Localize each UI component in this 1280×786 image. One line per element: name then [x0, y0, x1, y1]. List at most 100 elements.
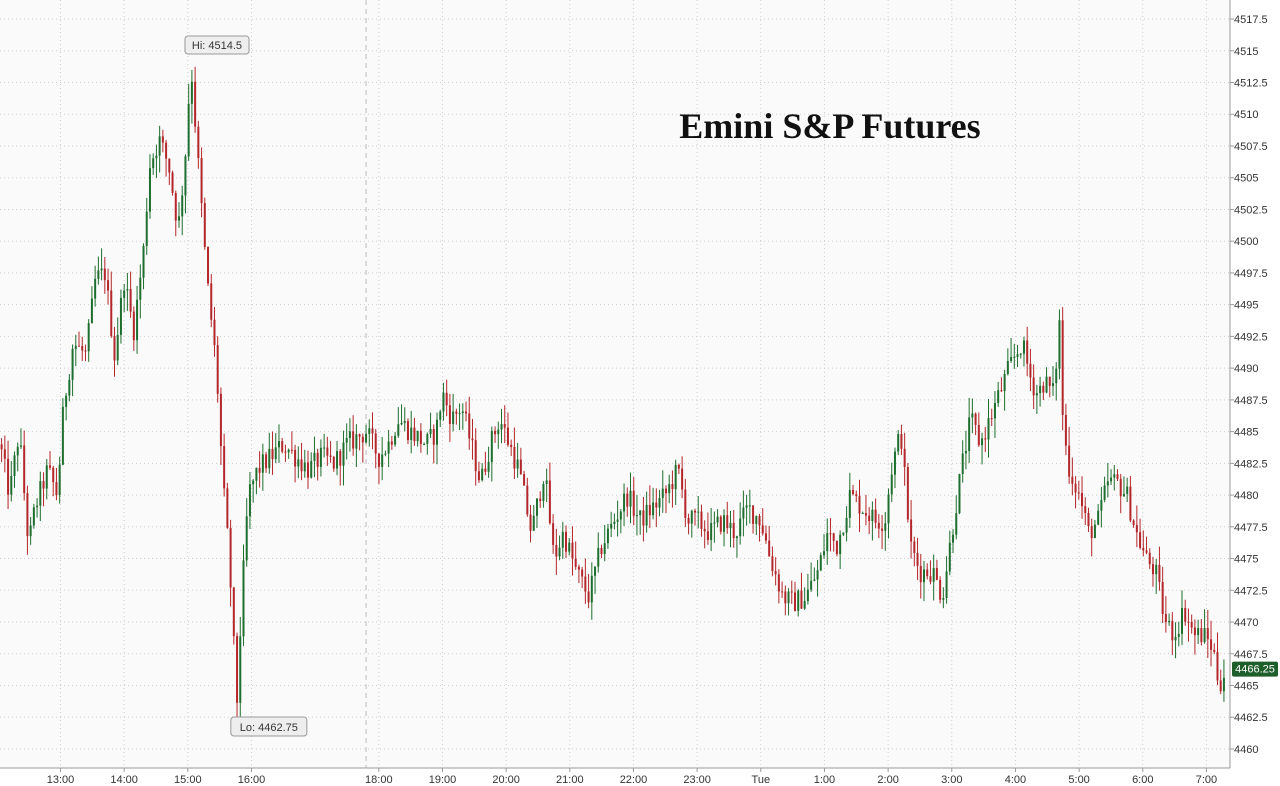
candle-body	[174, 193, 177, 221]
candle-body	[922, 569, 925, 583]
candle-body	[555, 544, 558, 557]
candle-body	[342, 442, 345, 466]
candle-body	[610, 523, 613, 529]
candle-body	[835, 540, 838, 555]
candle-body	[1081, 492, 1084, 507]
candle-body	[1151, 564, 1154, 575]
candle-body	[374, 433, 377, 454]
candle-body	[26, 493, 29, 537]
y-tick-label: 4482.5	[1234, 458, 1268, 470]
candle-body	[332, 456, 335, 469]
candle-body	[1200, 628, 1203, 643]
candle-body	[958, 474, 961, 514]
candle-body	[116, 334, 119, 361]
candle-body	[629, 490, 632, 507]
y-tick-label: 4492.5	[1234, 331, 1268, 343]
candle-body	[694, 510, 697, 513]
candle-body	[993, 402, 996, 419]
candle-body	[161, 136, 164, 143]
candle-body	[571, 542, 574, 559]
candle-body	[1022, 340, 1025, 354]
y-tick-label: 4485	[1234, 427, 1258, 439]
candle-body	[497, 429, 500, 435]
candle-body	[848, 490, 851, 518]
x-tick-label: 5:00	[1068, 774, 1089, 786]
y-tick-label: 4500	[1234, 236, 1258, 248]
y-tick-label: 4487.5	[1234, 395, 1268, 407]
candle-body	[926, 569, 929, 577]
candle-body	[207, 246, 210, 284]
y-tick-label: 4512.5	[1234, 78, 1268, 90]
candle-body	[619, 511, 622, 520]
candle-body	[952, 534, 955, 543]
candle-body	[1142, 547, 1145, 551]
high-callout-box	[184, 35, 250, 55]
candle-body	[1155, 564, 1158, 575]
candle-body	[165, 142, 168, 159]
candle-body	[1048, 376, 1051, 386]
candle-body	[132, 311, 135, 341]
candle-body	[394, 435, 397, 445]
y-tick-label: 4490	[1234, 363, 1258, 375]
candle-body	[893, 451, 896, 475]
candle-body	[110, 290, 113, 337]
x-tick-label: 13:00	[47, 774, 75, 786]
candle-body	[68, 379, 71, 396]
candle-body	[855, 494, 858, 497]
candle-body	[345, 438, 348, 443]
candle-body	[368, 428, 371, 434]
candle-body	[687, 517, 690, 524]
candle-body	[1042, 385, 1045, 393]
candle-body	[1071, 476, 1074, 484]
candle-body	[445, 392, 448, 406]
candle-body	[74, 345, 77, 349]
candle-body	[748, 505, 751, 507]
candle-body	[336, 451, 339, 469]
candle-body	[177, 216, 180, 221]
candle-body	[777, 574, 780, 592]
candle-body	[910, 519, 913, 542]
candle-body	[1213, 649, 1216, 653]
candle-body	[1019, 353, 1022, 355]
candle-body	[323, 447, 326, 449]
candle-body	[326, 447, 329, 456]
candle-body	[535, 498, 538, 516]
candle-body	[274, 447, 277, 460]
candle-body	[1032, 377, 1035, 396]
candle-body	[361, 436, 364, 443]
candle-body	[490, 430, 493, 462]
candle-body	[639, 510, 642, 516]
candle-body	[48, 465, 51, 468]
candle-body	[797, 590, 800, 611]
candle-body	[539, 498, 542, 502]
candle-body	[1039, 385, 1042, 394]
candle-body	[429, 428, 432, 435]
y-tick-label: 4495	[1234, 300, 1258, 312]
candle-body	[461, 411, 464, 414]
candle-body	[310, 460, 313, 478]
candle-body	[774, 571, 777, 575]
candle-body	[897, 434, 900, 452]
candle-body	[732, 522, 735, 539]
candle-body	[1203, 628, 1206, 643]
candle-body	[1168, 620, 1171, 623]
candle-body	[71, 348, 74, 380]
candle-body	[890, 474, 893, 495]
candle-body	[255, 467, 258, 481]
candle-body	[465, 411, 468, 414]
candle-body	[552, 523, 555, 545]
candle-body	[906, 467, 909, 520]
y-tick-label: 4480	[1234, 490, 1258, 502]
y-tick-label: 4510	[1234, 109, 1258, 121]
candle-body	[29, 525, 32, 537]
annotations: Hi: 4514.5 Lo: 4462.75 4466.25	[184, 35, 1278, 737]
candle-body	[745, 505, 748, 508]
candle-body	[1126, 486, 1129, 494]
candle-body	[861, 513, 864, 515]
candle-body	[832, 533, 835, 541]
candle-body	[226, 488, 229, 528]
candle-body	[1029, 363, 1032, 378]
candle-body	[471, 438, 474, 441]
low-callout-box	[230, 716, 308, 737]
